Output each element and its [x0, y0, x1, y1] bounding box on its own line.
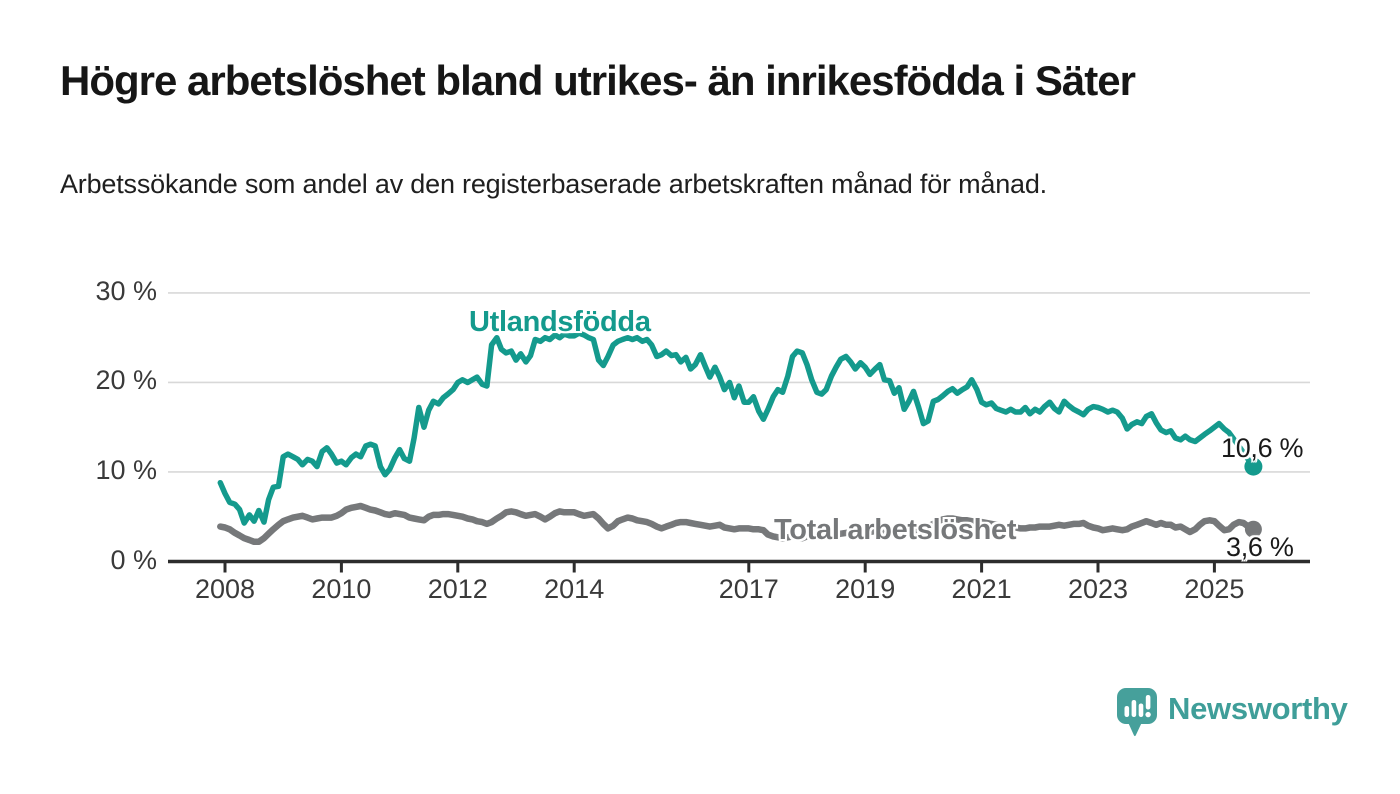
chart-subtitle: Arbetssökande som andel av den registerb…	[60, 169, 1047, 199]
series-end-dot-utlandsfodda	[1244, 457, 1263, 476]
newsworthy-logo-text: Newsworthy	[1168, 691, 1348, 726]
end-value-label-total: 3,6 %	[1226, 532, 1294, 562]
page-title: Högre arbetslöshet bland utrikes- än inr…	[60, 57, 1136, 104]
series-line-utlandsfodda	[217, 330, 1257, 526]
series-line-total	[217, 502, 1257, 546]
newsworthy-logo-icon	[1117, 688, 1157, 737]
series-end-dot-total	[1244, 520, 1262, 538]
series-label-utlandsfodda: Utlandsfödda	[469, 306, 651, 338]
end-value-label-utlandsfodda: 10,6 %	[1221, 433, 1304, 463]
series-label-total-arbetsloshet: Total arbetslöshet	[774, 514, 1017, 546]
newsworthy-logo: Newsworthy	[1112, 686, 1352, 750]
